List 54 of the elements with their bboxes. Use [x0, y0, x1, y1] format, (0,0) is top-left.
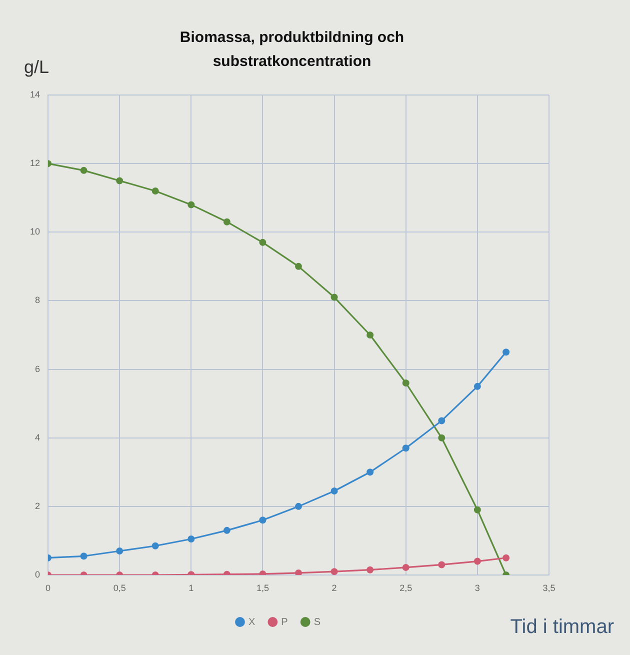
point: [223, 218, 230, 226]
point: [330, 294, 338, 301]
point: [474, 506, 481, 514]
point: [330, 568, 338, 575]
x-tick-label: 2: [332, 582, 337, 593]
point: [366, 468, 374, 476]
point: [438, 561, 446, 568]
legend-label: P: [281, 616, 288, 628]
point: [474, 382, 481, 390]
y-tick-label: 6: [34, 364, 40, 374]
y-tick-label: 12: [30, 158, 40, 168]
point: [152, 542, 159, 550]
y-tick-label: 2: [34, 500, 40, 511]
point: [402, 564, 410, 571]
x-tick-label: 3,5: [542, 582, 556, 593]
point: [116, 177, 124, 184]
point: [438, 434, 446, 442]
x-tick-label: 1,5: [256, 582, 269, 593]
point: [152, 188, 159, 194]
x-tick-label: 2,5: [400, 582, 412, 593]
point: [438, 417, 446, 424]
x-tick-label: 0,5: [113, 582, 126, 593]
y-tick-label: 8: [34, 295, 40, 306]
point: [223, 526, 230, 534]
point: [80, 552, 88, 560]
point: [295, 262, 302, 270]
legend-label: S: [314, 616, 321, 628]
point: [502, 348, 510, 356]
legend-label: X: [248, 616, 256, 628]
x-tick-label: 1: [188, 582, 194, 593]
point: [188, 536, 195, 542]
y-tick-label: 14: [30, 89, 40, 100]
point: [366, 332, 374, 338]
point: [402, 444, 410, 452]
point: [502, 554, 510, 562]
point: [259, 238, 266, 246]
point: [80, 166, 88, 174]
point: [259, 516, 266, 524]
chart-title: Biomassa, produktbildning och substratkoncentration: [178, 28, 406, 72]
point: [188, 201, 195, 208]
x-tick-label: 3: [474, 582, 480, 593]
point: [295, 569, 302, 575]
x-axis-title: Tid i timmar: [510, 616, 614, 639]
y-tick-label: 10: [30, 226, 40, 237]
x-tick-label: 0: [45, 582, 51, 593]
point: [402, 380, 410, 386]
point: [474, 558, 481, 565]
y-axis-title: g/L: [24, 57, 50, 78]
y-tick-label: 0: [34, 569, 40, 580]
point: [116, 548, 124, 554]
point: [330, 488, 338, 494]
point: [366, 566, 374, 574]
y-tick-label: 4: [34, 432, 40, 442]
point: [295, 502, 302, 510]
